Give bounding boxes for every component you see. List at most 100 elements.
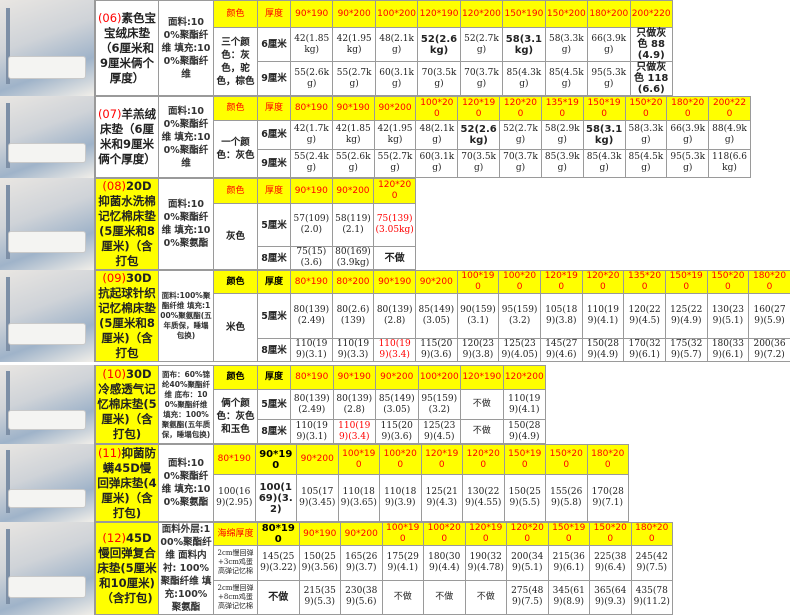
product-block: (07)羊羔绒床垫（6厘米和9厘米俩个厚度）面料:100%聚酯纤维 填充:100…	[0, 96, 790, 178]
header-cell: 80*190	[214, 445, 256, 475]
price-cell: 175(329)(5.7)	[665, 339, 707, 362]
header-cell: 180*200	[749, 271, 790, 294]
price-cell: 58(119)(2.1)	[332, 204, 374, 247]
header-cell: 150*200	[546, 445, 588, 475]
product-block: (09)30D抗起球针织记忆棉床垫(5厘米和8厘米)（含打包面料:100%聚酯纤…	[0, 270, 790, 362]
price-cell: 365(649)(9.3)	[590, 580, 632, 615]
color-options: 一个颜色：灰色	[214, 121, 258, 178]
header-cell: 90*190	[291, 1, 333, 28]
header-cell: 90*190	[299, 523, 341, 546]
price-cell: 42(1.95kg)	[333, 28, 375, 62]
header-cell: 90*200	[297, 445, 339, 475]
price-cell: 155(269)(5.8)	[546, 475, 588, 522]
product-material: 面布：60%锦纶40%聚酯纤维 底布：100%聚酯纤维 填充：100%聚氨酯(五…	[159, 366, 214, 444]
header-cell: 厚度	[258, 97, 291, 121]
price-cell: 125(239)(4.5)	[418, 420, 461, 444]
price-cell: 110(199)(3.4)	[333, 420, 376, 444]
header-cell: 150*190	[583, 97, 625, 121]
price-cell: 85(4.3kg)	[503, 62, 545, 96]
header-row: (10)30D冷感透气记忆棉床垫(5厘米)（含打包)面布：60%锦纶40%聚酯纤…	[96, 366, 546, 390]
price-cell: 58(3.1kg)	[503, 28, 545, 62]
header-row: (09)30D抗起球针织记忆棉床垫(5厘米和8厘米)（含打包面料:100%聚酯纤…	[96, 271, 790, 294]
header-cell: 120*190	[421, 445, 463, 475]
price-cell: 230(389)(5.6)	[341, 580, 383, 615]
product-block: (10)30D冷感透气记忆棉床垫(5厘米)（含打包)面布：60%锦纶40%聚酯纤…	[0, 365, 790, 444]
product-name: (08)20D抑菌水洗棉记忆棉床垫(5厘米和8厘米)（含打包	[96, 179, 159, 270]
product-material: 面料:100%聚酯纤维 填充:100%聚氨酯	[159, 179, 214, 270]
price-cell: 60(3.1kg)	[375, 62, 417, 96]
price-cell: 85(4.5kg)	[625, 149, 667, 178]
thickness-label: 6厘米	[258, 28, 291, 62]
product-name: (06)素色宝宝绒床垫（6厘米和9厘米俩个厚度）	[96, 1, 159, 96]
mattress-image	[8, 410, 86, 429]
price-cell: 52(2.7kg)	[500, 121, 542, 150]
header-cell: 150*190	[665, 271, 707, 294]
price-cell: 75(139)(3.05kg)	[374, 204, 416, 247]
header-cell: 120*200	[503, 366, 546, 390]
price-cell: 110(189)(3.9)	[380, 475, 422, 522]
header-cell: 100*190	[382, 523, 424, 546]
header-cell: 120*200	[582, 271, 624, 294]
header-cell: 120*190	[458, 97, 500, 121]
price-cell: 52(2.6kg)	[458, 121, 500, 150]
price-cell: 55(2.7kg)	[374, 149, 416, 178]
price-cell: 105(189)(3.8)	[540, 294, 582, 339]
price-cell: 120(239)(3.8)	[457, 339, 499, 362]
price-cell: 95(159)(3.2)	[418, 390, 461, 420]
thickness-label: 9厘米	[258, 149, 291, 178]
price-cell: 95(159)(3.2)	[499, 294, 541, 339]
price-cell: 175(299)(4.1)	[382, 546, 424, 581]
thickness-label: 5厘米	[258, 294, 291, 339]
price-cell: 125(239)(4.05)	[499, 339, 541, 362]
header-cell: 120*190	[540, 271, 582, 294]
mattress-image	[8, 576, 86, 598]
price-table: (07)羊羔绒床垫（6厘米和9厘米俩个厚度）面料:100%聚酯纤维 填充:100…	[95, 96, 751, 178]
price-cell: 70(3.7kg)	[500, 149, 542, 178]
header-cell: 80*190	[291, 271, 333, 294]
header-cell: 120*200	[507, 523, 549, 546]
mattress-image	[8, 323, 86, 345]
header-cell: 120*200	[460, 1, 502, 28]
price-cell: 70(3.5kg)	[458, 149, 500, 178]
header-row: (08)20D抑菌水洗棉记忆棉床垫(5厘米和8厘米)（含打包面料:100%聚酯纤…	[96, 179, 416, 204]
thickness-label: 6厘米	[258, 121, 291, 150]
product-photo	[0, 178, 95, 270]
product-block: (11)抑菌防螨45D慢回弹床垫(4厘米)（含打包)面料:100%聚酯纤维 填充…	[0, 444, 790, 522]
price-cell: 52(2.6kg)	[418, 28, 460, 62]
product-photo	[0, 522, 95, 615]
thickness-label: 5厘米	[258, 204, 291, 247]
price-cell: 48(2.1kg)	[375, 28, 417, 62]
price-cell: 88(4.9kg)	[709, 121, 751, 150]
product-photo	[0, 0, 95, 96]
header-cell: 180*200	[631, 523, 673, 546]
product-number: (11)	[98, 446, 122, 460]
price-cell: 80(139)(2.49)	[291, 294, 333, 339]
price-cell: 85(3.9kg)	[541, 149, 583, 178]
product-block: (12)45D慢回弹复合床垫(5厘米和10厘米)（含打包)面料外层:100%聚酯…	[0, 522, 790, 615]
price-cell: 58(3.3kg)	[545, 28, 587, 62]
header-cell: 颜色	[214, 366, 258, 390]
color-options: 俩个颜色：灰色和玉色	[214, 390, 258, 444]
price-cell: 55(2.7kg)	[333, 62, 375, 96]
header-row: (12)45D慢回弹复合床垫(5厘米和10厘米)（含打包)面料外层:100%聚酯…	[96, 523, 673, 546]
price-cell: 55(2.6kg)	[332, 149, 374, 178]
price-cell: 42(1.95kg)	[374, 121, 416, 150]
price-cell: 245(429)(7.5)	[631, 546, 673, 581]
price-cell: 165(269)(3.7)	[341, 546, 383, 581]
thickness-label: 5厘米	[258, 390, 291, 420]
product-material: 面料:100%聚酯纤维 填充:100%聚氨酯(五年质保，睡塌包换)	[159, 271, 214, 362]
product-name: (10)30D冷感透气记忆棉床垫(5厘米)（含打包)	[96, 366, 159, 444]
header-cell: 80*190	[258, 523, 300, 546]
price-cell: 58(2.9kg)	[541, 121, 583, 150]
price-table: (09)30D抗起球针织记忆棉床垫(5厘米和8厘米)（含打包面料:100%聚酯纤…	[95, 270, 790, 362]
price-cell: 不做	[424, 580, 466, 615]
price-cell: 48(2.1kg)	[416, 121, 458, 150]
price-cell: 115(209)(3.6)	[376, 420, 419, 444]
price-cell: 110(199)(3.1)	[291, 339, 333, 362]
header-cell: 120*200	[374, 179, 416, 204]
header-cell: 80*190	[291, 97, 333, 121]
price-cell: 145(279)(4.6)	[540, 339, 582, 362]
header-cell: 80*190	[291, 366, 334, 390]
price-cell: 80(2.6)(139)	[332, 294, 374, 339]
header-cell: 150*190	[548, 523, 590, 546]
